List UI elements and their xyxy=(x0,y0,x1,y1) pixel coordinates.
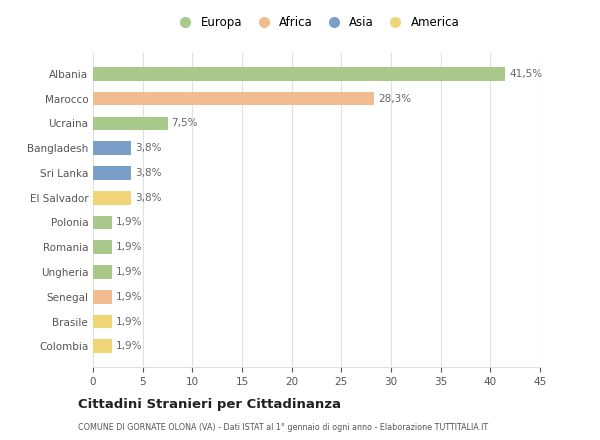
Text: 41,5%: 41,5% xyxy=(509,69,542,79)
Bar xyxy=(93,340,112,353)
Text: 1,9%: 1,9% xyxy=(116,217,142,227)
Bar xyxy=(93,191,131,205)
Text: 3,8%: 3,8% xyxy=(135,143,161,153)
Bar xyxy=(93,166,131,180)
Text: 1,9%: 1,9% xyxy=(116,316,142,326)
Bar xyxy=(93,290,112,304)
Bar xyxy=(93,265,112,279)
Text: 1,9%: 1,9% xyxy=(116,341,142,351)
Bar xyxy=(93,117,167,130)
Bar xyxy=(93,315,112,328)
Text: 1,9%: 1,9% xyxy=(116,267,142,277)
Text: COMUNE DI GORNATE OLONA (VA) - Dati ISTAT al 1° gennaio di ogni anno - Elaborazi: COMUNE DI GORNATE OLONA (VA) - Dati ISTA… xyxy=(78,423,488,433)
Text: Cittadini Stranieri per Cittadinanza: Cittadini Stranieri per Cittadinanza xyxy=(78,398,341,411)
Bar xyxy=(93,141,131,155)
Bar xyxy=(93,67,505,81)
Text: 1,9%: 1,9% xyxy=(116,292,142,302)
Bar xyxy=(93,240,112,254)
Bar xyxy=(93,216,112,229)
Text: 3,8%: 3,8% xyxy=(135,193,161,203)
Bar xyxy=(93,92,374,106)
Legend: Europa, Africa, Asia, America: Europa, Africa, Asia, America xyxy=(169,11,464,34)
Text: 1,9%: 1,9% xyxy=(116,242,142,252)
Text: 7,5%: 7,5% xyxy=(172,118,198,128)
Text: 28,3%: 28,3% xyxy=(378,94,411,104)
Text: 3,8%: 3,8% xyxy=(135,168,161,178)
